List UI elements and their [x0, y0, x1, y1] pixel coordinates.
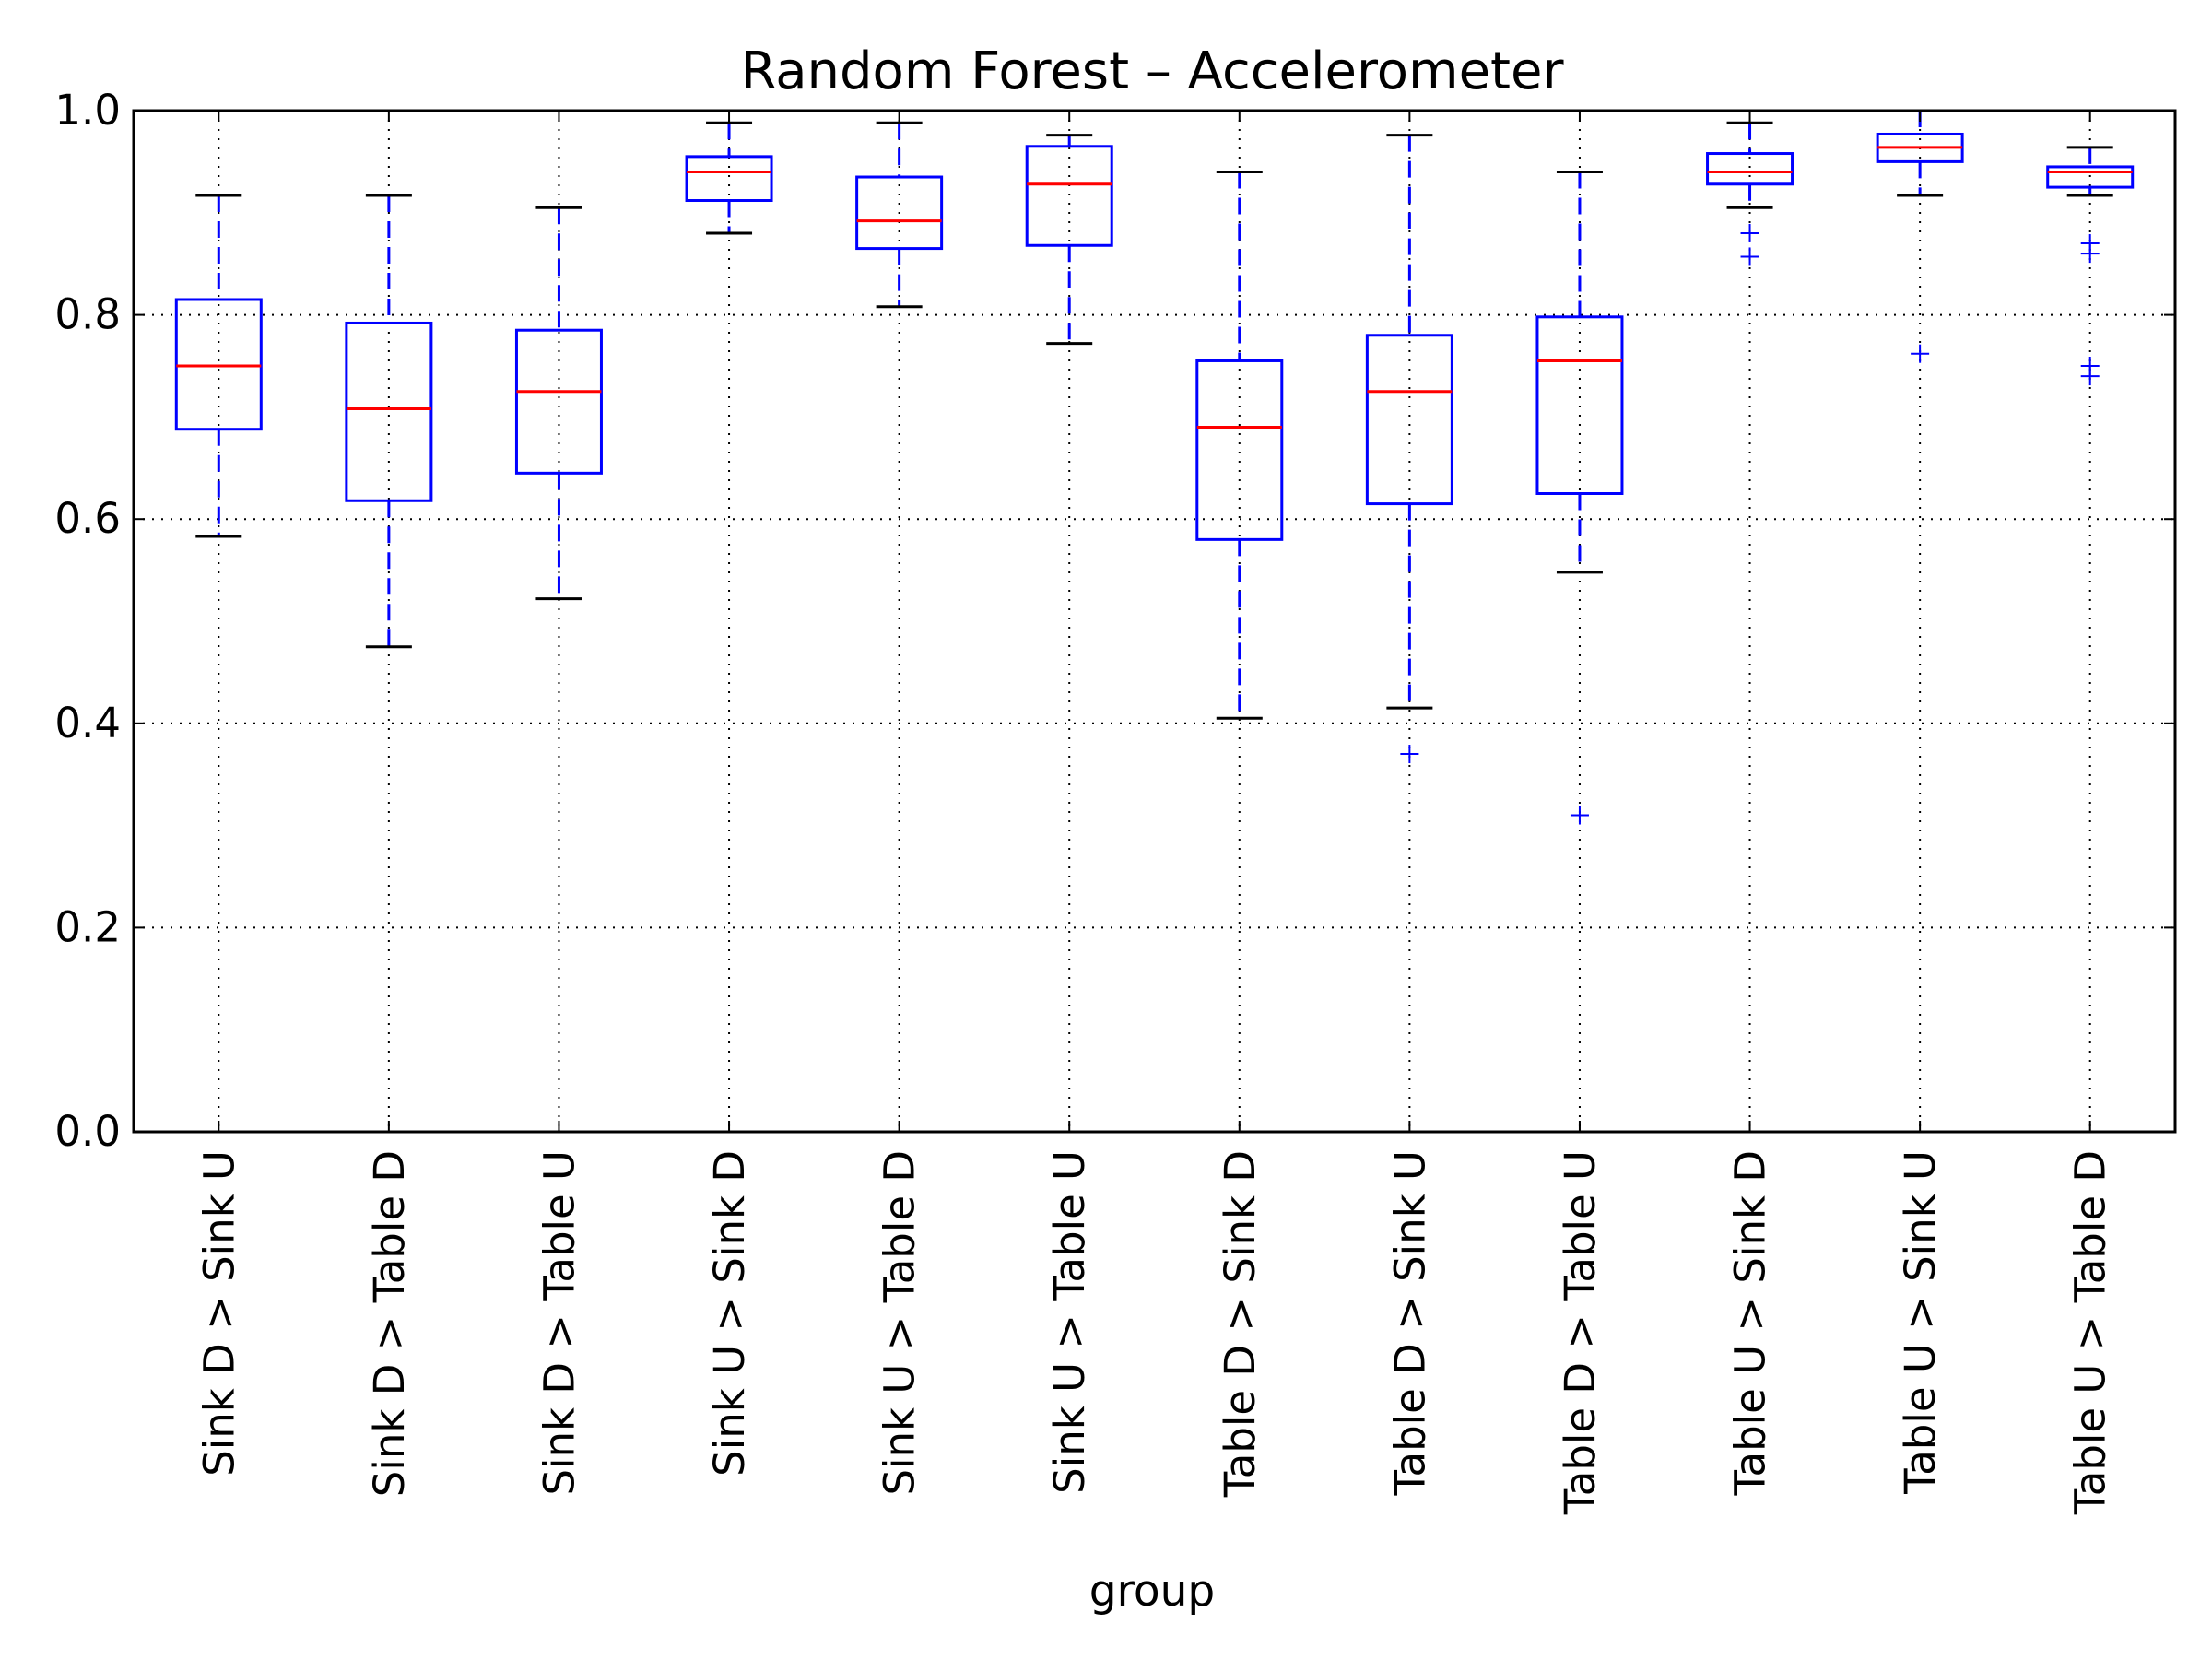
box-4 — [685, 121, 773, 235]
x-tick-label: Table D > Sink D — [1216, 1150, 1265, 1498]
plot-frame — [132, 109, 2177, 1134]
outlier-marker — [1400, 745, 1419, 764]
outlier-marker — [2080, 367, 2100, 386]
outlier-marker — [1740, 247, 1759, 266]
iqr-box — [685, 155, 773, 203]
box-9 — [1535, 170, 1624, 825]
outlier-marker — [1740, 223, 1759, 242]
x-tick-label: Sink U > Table U — [1045, 1150, 1094, 1494]
y-tick-label: 0.6 — [54, 494, 121, 543]
x-tick-label: Table D > Table U — [1556, 1150, 1605, 1515]
box-6 — [1025, 134, 1113, 346]
outlier-marker — [2080, 244, 2100, 264]
iqr-box — [2046, 165, 2135, 189]
x-tick-label: Sink U > Sink D — [705, 1150, 754, 1477]
box-5 — [855, 121, 944, 309]
x-tick-label: Sink D > Table D — [365, 1150, 414, 1497]
x-tick-label: Table U > Sink D — [1726, 1150, 1775, 1497]
y-tick-label: 1.0 — [54, 86, 121, 135]
x-tick-label: Table U > Sink U — [1896, 1150, 1945, 1495]
iqr-box — [1535, 315, 1624, 496]
y-tick-label: 0.0 — [54, 1107, 121, 1156]
box-1 — [174, 194, 263, 538]
box-7 — [1195, 170, 1284, 720]
y-tick-label: 0.2 — [54, 902, 121, 951]
iqr-box — [855, 175, 944, 251]
iqr-box — [514, 328, 603, 475]
box-2 — [345, 194, 433, 649]
outlier-marker — [1570, 806, 1589, 825]
y-tick-label: 0.8 — [54, 290, 121, 339]
x-axis-label: group — [1089, 1566, 1216, 1617]
x-tick-label: Sink D > Sink U — [194, 1150, 243, 1477]
x-tick-label: Sink D > Table U — [535, 1150, 583, 1496]
iqr-box — [1025, 145, 1113, 247]
x-axis: Sink D > Sink U Sink D > Table D Sink D > … — [194, 111, 2115, 1515]
box-12 — [2046, 146, 2135, 386]
box-10 — [1706, 121, 1794, 266]
box-3 — [514, 206, 603, 601]
y-tick-label: 0.4 — [54, 699, 121, 747]
iqr-box — [174, 298, 263, 431]
iqr-box — [1195, 359, 1284, 541]
outlier-marker — [1911, 344, 1930, 363]
y-axis: 0.0 0.2 0.4 0.6 0.8 1.0 — [54, 86, 2175, 1156]
chart-title: Random Forest – Accelerometer — [741, 41, 1565, 101]
box-8 — [1365, 134, 1453, 764]
iqr-box — [345, 321, 433, 502]
iqr-box — [1365, 334, 1453, 506]
x-tick-label: Sink U > Table D — [876, 1150, 924, 1496]
box-series — [174, 109, 2135, 825]
iqr-box — [1706, 152, 1794, 186]
x-tick-label: Table U > Table D — [2066, 1150, 2115, 1515]
x-tick-label: Table D > Sink U — [1385, 1150, 1434, 1497]
